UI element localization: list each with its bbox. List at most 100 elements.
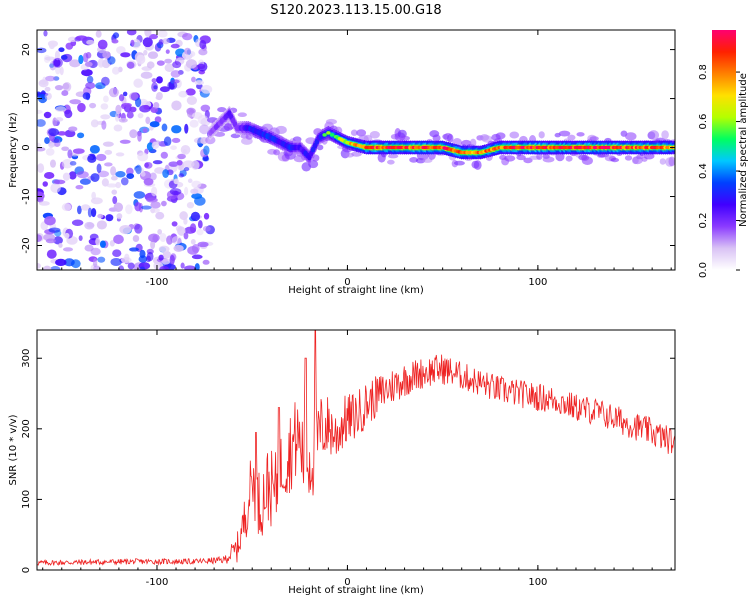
noise-blob — [44, 92, 52, 100]
noise-blob — [183, 167, 190, 172]
noise-blob — [163, 136, 172, 147]
y-tick-label: 20 — [21, 43, 32, 56]
noise-blob — [172, 61, 182, 69]
noise-blob — [53, 236, 63, 245]
noise-blob — [48, 128, 60, 137]
noise-blob — [134, 202, 142, 212]
noise-blob — [149, 172, 157, 181]
noise-blob — [159, 86, 170, 93]
noise-blob — [116, 46, 126, 55]
noise-blob — [69, 161, 77, 166]
ridge-halo — [565, 155, 573, 162]
colorbar-tick-label: 0.2 — [698, 213, 709, 229]
noise-blob — [101, 76, 110, 86]
noise-blob — [197, 220, 203, 229]
ridge-halo — [509, 131, 520, 139]
ridge-halo — [538, 131, 545, 139]
noise-blob — [42, 181, 48, 187]
noise-blob — [115, 152, 125, 157]
noise-blob — [157, 229, 163, 235]
noise-blob — [182, 32, 193, 41]
noise-blob — [137, 152, 149, 162]
noise-blob — [106, 183, 118, 188]
noise-blob — [86, 39, 95, 45]
noise-blob — [112, 196, 118, 205]
noise-blob — [122, 91, 128, 97]
noise-blob — [183, 217, 188, 225]
noise-blob — [139, 266, 146, 270]
x-tick-label: -100 — [146, 277, 169, 288]
noise-blob — [58, 242, 63, 248]
ridge-halo — [351, 151, 362, 157]
snr-panel: -100 0 100 0 100 200 300 Height of straight l… — [8, 329, 676, 596]
noise-blob — [190, 211, 201, 222]
noise-blob — [170, 43, 180, 49]
ridge-halo — [610, 157, 620, 163]
colorbar: 0.0 0.2 0.4 0.6 0.8 Normalized spectral ampl… — [698, 30, 749, 278]
ridge-halo — [356, 129, 367, 137]
noise-blob — [37, 142, 41, 148]
noise-blob — [60, 54, 68, 60]
noise-blob — [160, 151, 168, 159]
noise-blob — [147, 51, 159, 59]
ridge-halo — [275, 125, 287, 135]
snr-y-label: SNR (10 * v/v) — [8, 414, 19, 485]
noise-blob — [166, 235, 173, 245]
noise-blob — [82, 52, 89, 63]
ridge-halo — [447, 133, 454, 143]
noise-blob — [97, 39, 108, 50]
noise-blob — [46, 249, 57, 259]
noise-blob — [116, 213, 123, 220]
ridge-halo — [558, 130, 571, 137]
noise-blob — [103, 95, 109, 103]
noise-blob — [186, 107, 196, 115]
noise-blob — [138, 255, 148, 263]
noise-blob — [121, 102, 132, 108]
noise-blob — [119, 139, 131, 144]
colorbar-ticks: 0.0 0.2 0.4 0.6 0.8 — [698, 64, 740, 278]
ridge-halo — [481, 135, 493, 143]
noise-blob — [90, 247, 101, 256]
noise-blob — [37, 234, 43, 242]
noise-blob — [143, 105, 150, 110]
ridge-halo — [495, 132, 506, 140]
ridge-halo — [576, 132, 585, 137]
noise-blob — [61, 203, 72, 212]
noise-blob — [143, 49, 148, 56]
noise-blob — [170, 79, 180, 84]
noise-blob — [49, 266, 61, 270]
noise-blob — [62, 82, 70, 90]
spectrogram-x-label: Height of straight line (km) — [288, 285, 424, 296]
noise-blob — [164, 63, 175, 73]
noise-blob — [47, 40, 59, 48]
ridge-halo — [589, 136, 599, 141]
noise-blob — [37, 163, 45, 173]
noise-blob — [38, 201, 50, 206]
snr-y-ticks: 0 100 200 300 — [21, 349, 675, 573]
noise-blob — [108, 87, 119, 98]
noise-blob — [197, 63, 206, 70]
noise-blob — [100, 103, 109, 110]
noise-blob — [200, 84, 213, 94]
noise-blob — [77, 132, 85, 139]
noise-blob — [61, 158, 73, 169]
spectrogram-y-ticks: -20 -10 0 10 20 — [21, 43, 675, 254]
snr-marks — [37, 330, 675, 566]
noise-blob — [64, 232, 70, 239]
ridge-halo — [661, 130, 669, 140]
colorbar-tick-label: 0.6 — [698, 114, 709, 130]
noise-blob — [37, 119, 46, 127]
noise-blob — [81, 69, 93, 77]
noise-blob — [78, 235, 83, 241]
ridge-halo — [523, 157, 533, 164]
noise-blob — [159, 233, 167, 243]
noise-blob — [146, 61, 155, 69]
noise-blob — [164, 58, 173, 64]
ridge-halo — [422, 158, 433, 163]
noise-blob — [129, 92, 139, 101]
noise-blob — [143, 178, 154, 186]
noise-blob — [161, 258, 171, 265]
noise-blob — [43, 265, 52, 270]
noise-blob — [102, 51, 111, 59]
